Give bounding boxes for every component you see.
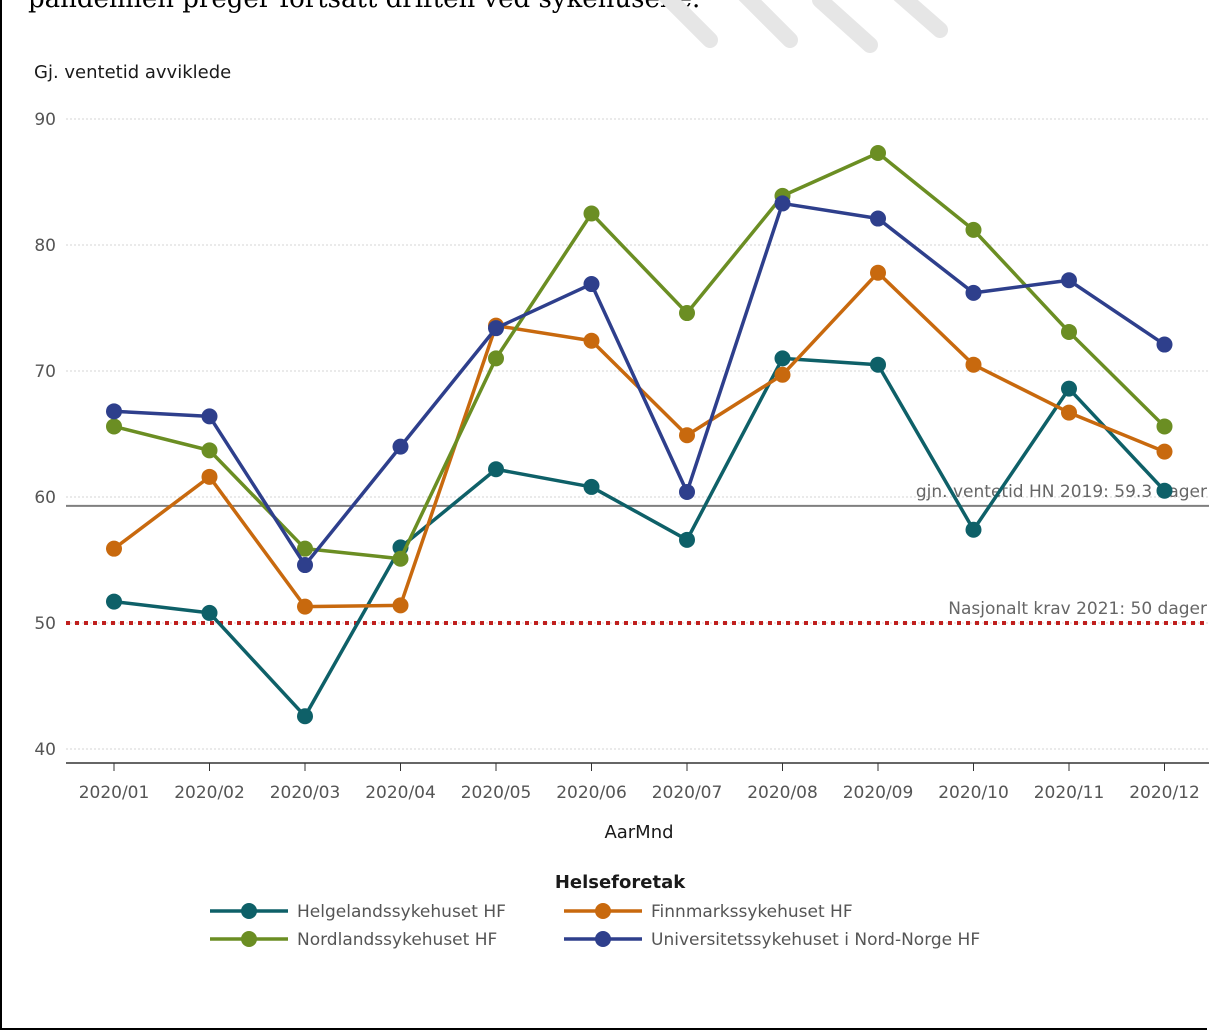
data-point [679, 483, 695, 500]
data-point [392, 597, 409, 614]
legend-item: Helgelandssykehuset HF [210, 902, 506, 922]
y-axis-label: Gj. ventetid avviklede [34, 62, 231, 83]
series-1 [106, 264, 1173, 615]
y-tick-label: 60 [34, 488, 56, 508]
legend-swatch-marker [241, 931, 257, 947]
series-line [112, 270, 1166, 609]
x-tick-label: 2020/01 [79, 783, 150, 803]
legend-item: Universitetssykehuset i Nord-Norge HF [564, 930, 980, 950]
data-point [965, 284, 982, 301]
data-point [201, 604, 218, 621]
data-point [297, 708, 313, 725]
data-point [1061, 323, 1077, 340]
x-axis-label: AarMnd [604, 822, 673, 843]
data-point [201, 408, 218, 425]
watermark [658, 0, 948, 53]
legend-item: Finnmarkssykehuset HF [564, 902, 853, 922]
gridlines [66, 118, 1209, 750]
x-tick-label: 2020/06 [556, 783, 627, 803]
x-tick-label: 2020/05 [461, 783, 532, 803]
data-point [965, 221, 982, 238]
data-point [392, 550, 409, 567]
data-point [488, 461, 504, 478]
data-point [106, 418, 122, 435]
y-tick-label: 90 [34, 110, 56, 130]
data-point [679, 531, 695, 548]
data-point [201, 468, 218, 485]
series-line [113, 151, 1166, 561]
legend: Helgelandssykehuset HF Finnmarkssykehuset… [210, 902, 980, 950]
x-tick-label: 2020/09 [843, 783, 914, 803]
legend-label: Finnmarkssykehuset HF [651, 902, 853, 922]
x-tick-label: 2020/08 [747, 783, 818, 803]
series-group [106, 145, 1173, 725]
y-tick-label: 70 [34, 362, 56, 382]
data-point [774, 195, 791, 212]
series-0 [106, 350, 1173, 725]
data-point [679, 305, 695, 322]
y-tick-labels: 40 50 60 70 80 90 [34, 110, 56, 760]
data-point [1061, 380, 1077, 397]
x-tick-label: 2020/07 [652, 783, 723, 803]
data-point [106, 403, 122, 420]
intro-text: pandemien preger fortsatt driften ved sy… [28, 0, 700, 14]
data-point [1156, 482, 1173, 499]
data-point [965, 521, 982, 538]
data-point [870, 210, 886, 227]
data-point [1061, 272, 1077, 289]
data-point [583, 332, 600, 349]
reference-line-label: gjn. ventetid HN 2019: 59.3 dager [916, 482, 1207, 502]
data-point [965, 356, 982, 373]
data-point [870, 264, 886, 281]
series-3 [106, 195, 1173, 574]
x-tick-label: 2020/02 [174, 783, 245, 803]
data-point [679, 427, 695, 444]
legend-swatch-marker [595, 931, 611, 947]
data-point [201, 442, 218, 459]
legend-swatch-marker [241, 903, 257, 919]
x-tick-label: 2020/03 [270, 783, 341, 803]
y-tick-label: 50 [34, 614, 56, 634]
data-point [488, 350, 504, 367]
data-point [106, 593, 122, 610]
data-point [1156, 443, 1173, 460]
data-point [774, 366, 791, 383]
x-tick-label: 2020/04 [365, 783, 436, 803]
y-tick-label: 40 [34, 740, 56, 760]
data-point [583, 478, 600, 495]
data-point [1156, 336, 1173, 353]
series-line [113, 356, 1166, 718]
data-point [106, 540, 122, 557]
y-tick-label: 80 [34, 236, 56, 256]
data-point [870, 145, 886, 162]
x-tick-labels: 2020/01 2020/02 2020/03 2020/04 2020/05 2020/… [79, 763, 1200, 803]
legend-title: Helseforetak [555, 872, 686, 893]
x-tick-label: 2020/12 [1129, 783, 1200, 803]
legend-swatch-marker [595, 903, 611, 919]
legend-label: Helgelandssykehuset HF [297, 902, 506, 922]
data-point [870, 356, 886, 373]
data-point [488, 320, 504, 337]
data-point [297, 598, 313, 615]
data-point [774, 350, 791, 367]
data-point [583, 276, 600, 293]
legend-label: Nordlandssykehuset HF [297, 930, 497, 950]
data-point [392, 438, 409, 455]
data-point [583, 205, 600, 222]
data-point [1156, 418, 1173, 435]
data-point [297, 557, 313, 574]
legend-item: Nordlandssykehuset HF [210, 930, 497, 950]
reference-line-label: Nasjonalt krav 2021: 50 dager [948, 599, 1207, 619]
data-point [1061, 404, 1077, 421]
reference-lines: gjn. ventetid HN 2019: 59.3 dager Nasjona… [66, 482, 1209, 625]
x-tick-label: 2020/11 [1034, 783, 1105, 803]
x-tick-label: 2020/10 [938, 783, 1009, 803]
data-point [297, 540, 313, 557]
legend-label: Universitetssykehuset i Nord-Norge HF [651, 930, 980, 950]
series-line [113, 201, 1166, 567]
